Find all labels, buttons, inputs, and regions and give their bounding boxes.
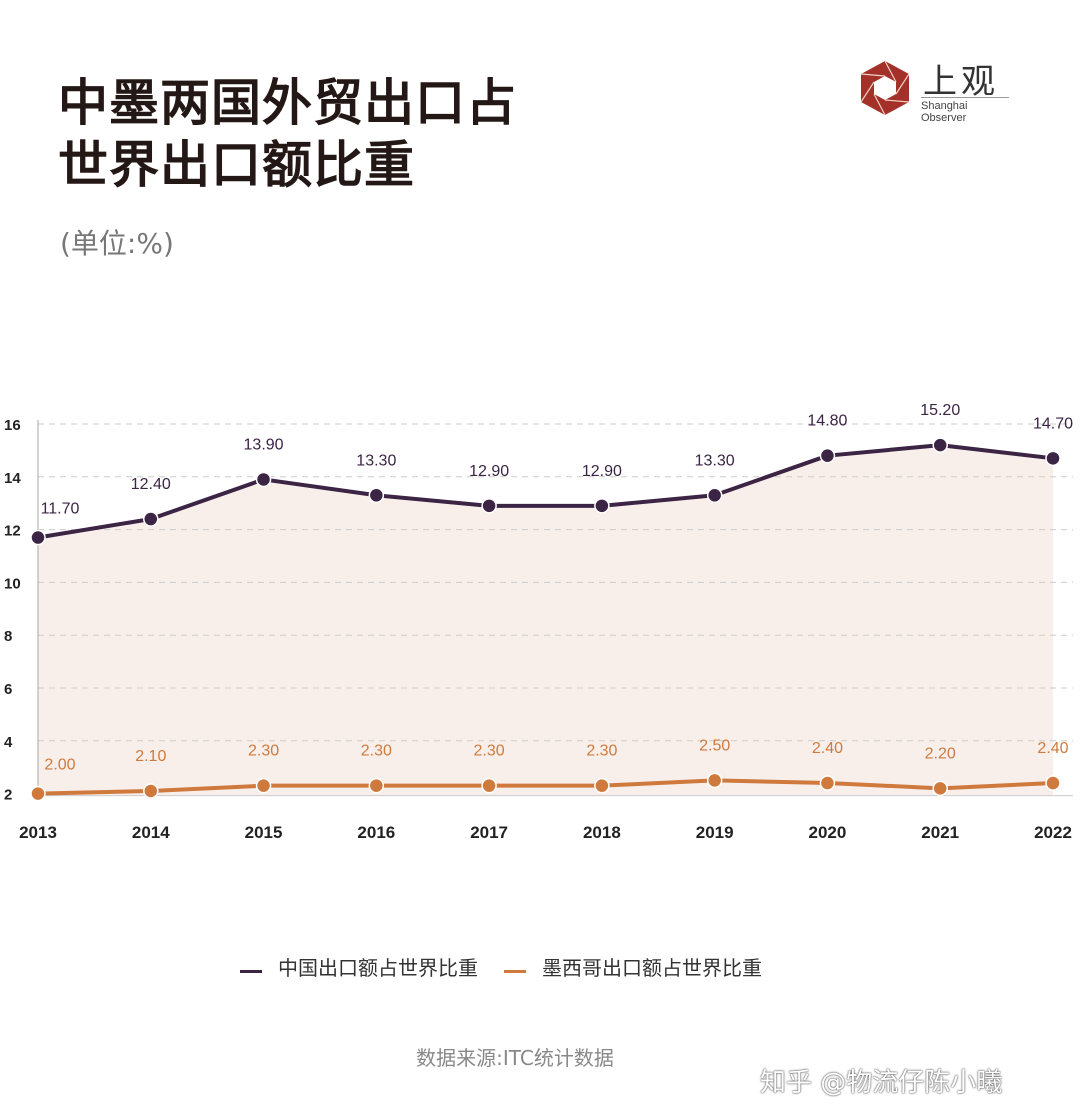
x-tick-label: 2014 bbox=[132, 823, 170, 842]
data-label: 11.70 bbox=[41, 501, 80, 518]
legend-item-mexico: 墨西哥出口额占世界比重 bbox=[504, 952, 762, 981]
data-point bbox=[932, 437, 948, 453]
watermark: 知乎 @物流仔陈小曦 bbox=[760, 1068, 1003, 1098]
y-tick-label: 16 bbox=[4, 417, 21, 434]
data-label: 14.70 bbox=[1033, 415, 1073, 432]
data-point bbox=[1045, 450, 1061, 467]
data-label: 2.40 bbox=[1037, 740, 1068, 757]
legend-label-mexico: 墨西哥出口额占世界比重 bbox=[542, 956, 762, 980]
x-tick-label: 2015 bbox=[245, 823, 283, 842]
data-point bbox=[819, 775, 836, 791]
data-label: 12.90 bbox=[469, 463, 509, 480]
series-line-1 bbox=[37, 778, 1054, 796]
y-tick-label: 10 bbox=[4, 575, 21, 592]
data-point bbox=[594, 498, 610, 514]
data-label: 2.30 bbox=[586, 743, 617, 760]
x-tick-label: 2019 bbox=[696, 823, 734, 842]
area-fill bbox=[38, 445, 1053, 796]
shanghai-observer-logo: 上观 Shanghai Observer bbox=[855, 58, 1015, 124]
y-tick-label: 2 bbox=[4, 787, 12, 804]
x-tick-label: 2020 bbox=[809, 823, 847, 842]
y-tick-label: 14 bbox=[4, 470, 21, 487]
data-label: 12.90 bbox=[582, 463, 622, 480]
page-title: 中墨两国外贸出口占 世界出口额比重 bbox=[58, 72, 517, 196]
data-point bbox=[30, 785, 46, 802]
x-tick-label: 2017 bbox=[470, 823, 508, 842]
legend-swatch-mexico bbox=[504, 970, 526, 973]
unit-label: (单位:%) bbox=[60, 227, 174, 260]
data-label: 2.30 bbox=[361, 743, 392, 760]
legend-item-china: 中国出口额占世界比重 bbox=[240, 952, 478, 981]
data-point bbox=[819, 447, 836, 464]
y-tick-label: 6 bbox=[4, 681, 12, 698]
data-label: 2.20 bbox=[925, 745, 956, 762]
logo-text-en: Shanghai Observer bbox=[921, 100, 968, 124]
data-point bbox=[30, 529, 46, 546]
data-point bbox=[143, 783, 159, 799]
data-label: 13.30 bbox=[356, 452, 396, 469]
x-tick-label: 2013 bbox=[19, 823, 57, 842]
x-tick-label: 2016 bbox=[357, 823, 395, 842]
logo-divider bbox=[921, 97, 1009, 98]
x-tick-label: 2022 bbox=[1034, 823, 1072, 842]
data-label: 15.20 bbox=[920, 402, 960, 419]
data-label: 13.30 bbox=[695, 452, 735, 469]
data-point bbox=[481, 777, 497, 794]
data-point bbox=[932, 780, 948, 797]
series-line-0 bbox=[37, 443, 1054, 540]
x-tick-label: 2018 bbox=[583, 823, 621, 842]
hexagon-logo-icon bbox=[860, 60, 910, 116]
title-line-1: 中墨两国外贸出口占 bbox=[58, 74, 517, 132]
data-label: 2.30 bbox=[474, 743, 505, 760]
x-tick-label: 2021 bbox=[921, 823, 959, 842]
title-line-2: 世界出口额比重 bbox=[58, 136, 415, 194]
legend-label-china: 中国出口额占世界比重 bbox=[278, 956, 478, 980]
data-point bbox=[706, 772, 723, 789]
y-tick-label: 8 bbox=[4, 628, 12, 645]
data-label: 2.40 bbox=[812, 740, 843, 757]
line-chart: 2 4 6 8 10 12 14 16 2013 2014 2015 2016 2017 2018 2019… bbox=[4, 402, 1073, 842]
legend: 中国出口额占世界比重 墨西哥出口额占世界比重 bbox=[240, 952, 762, 981]
data-point bbox=[143, 511, 159, 527]
data-point bbox=[368, 487, 385, 504]
data-label: 2.10 bbox=[135, 748, 166, 765]
data-point bbox=[255, 471, 272, 488]
data-label: 2.30 bbox=[248, 743, 279, 760]
data-point bbox=[594, 777, 610, 794]
data-source: 数据来源:ITC统计数据 bbox=[416, 1046, 614, 1070]
data-point bbox=[481, 498, 497, 514]
y-tick-label: 4 bbox=[4, 734, 13, 751]
data-point bbox=[706, 487, 723, 504]
data-point bbox=[368, 777, 385, 794]
data-point bbox=[255, 777, 272, 794]
legend-swatch-china bbox=[240, 970, 262, 973]
data-point bbox=[1045, 775, 1061, 791]
data-label: 2.50 bbox=[699, 737, 730, 754]
data-label: 13.90 bbox=[244, 436, 284, 453]
logo-text-cn: 上观 bbox=[923, 62, 999, 102]
data-label: 14.80 bbox=[807, 413, 847, 430]
data-label: 2.00 bbox=[44, 757, 75, 774]
data-label: 12.40 bbox=[131, 476, 171, 493]
y-tick-label: 12 bbox=[4, 523, 21, 540]
